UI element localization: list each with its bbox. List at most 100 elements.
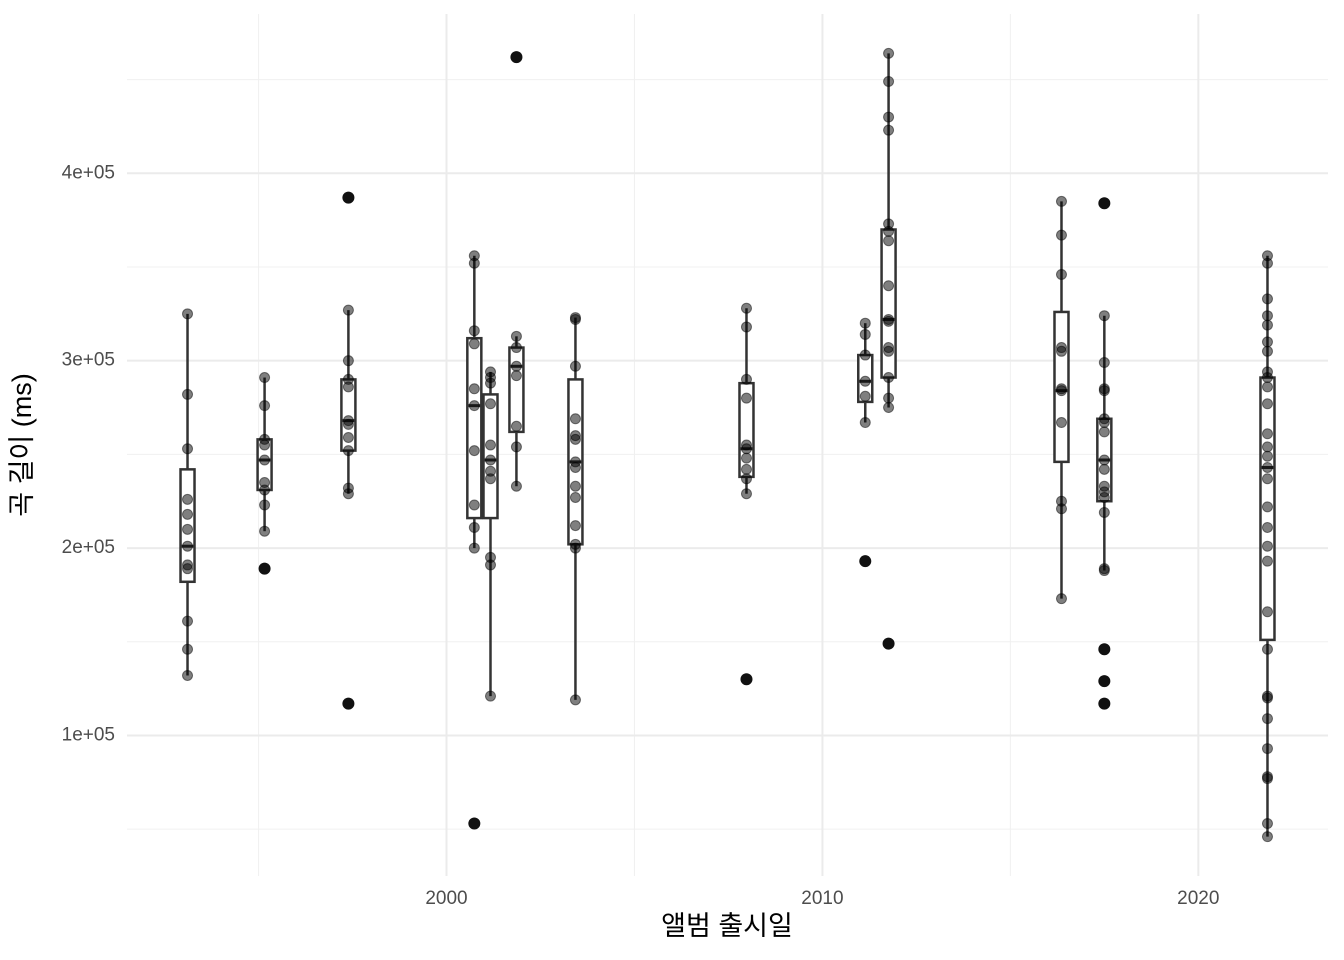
data-point (1261, 606, 1273, 618)
data-point (468, 257, 480, 269)
data-point (484, 454, 496, 466)
data-point (883, 111, 895, 123)
data-point (1098, 426, 1110, 438)
outlier (859, 555, 872, 568)
data-point (468, 542, 480, 554)
data-point (569, 433, 581, 445)
data-point (859, 417, 871, 429)
data-point (484, 559, 496, 571)
data-point (569, 694, 581, 706)
data-point (342, 432, 354, 444)
data-point (484, 439, 496, 451)
data-point (1261, 336, 1273, 348)
data-point (1055, 195, 1067, 207)
data-point (484, 473, 496, 485)
data-point (1261, 345, 1273, 357)
data-point (883, 47, 895, 59)
data-point (1261, 773, 1273, 785)
y-tick-label: 1e+05 (62, 724, 115, 745)
y-tick-label: 4e+05 (62, 162, 115, 183)
data-point (1098, 357, 1110, 369)
outlier (740, 673, 753, 686)
data-point (1261, 643, 1273, 655)
data-point (859, 349, 871, 361)
data-point (342, 488, 354, 500)
outlier (468, 817, 481, 830)
data-point (1098, 491, 1110, 503)
data-point (259, 484, 271, 496)
data-point (1261, 441, 1273, 453)
data-point (1261, 381, 1273, 393)
data-point (1098, 310, 1110, 322)
data-point (259, 439, 271, 451)
data-point (740, 473, 752, 485)
data-point (182, 308, 194, 320)
data-point (484, 377, 496, 389)
data-point (1098, 417, 1110, 429)
data-point (1261, 818, 1273, 830)
data-point (1261, 692, 1273, 704)
data-point (468, 338, 480, 350)
data-point (859, 328, 871, 340)
x-tick-label: 2010 (801, 888, 843, 909)
data-point (1261, 293, 1273, 305)
data-point (569, 313, 581, 325)
data-point (1261, 461, 1273, 473)
data-point (1261, 540, 1273, 552)
data-point (569, 413, 581, 425)
data-point (182, 563, 194, 575)
data-point (1098, 506, 1110, 518)
data-point (859, 317, 871, 329)
box (466, 336, 483, 520)
outlier (1098, 675, 1111, 688)
data-point (1261, 521, 1273, 533)
data-point (1055, 345, 1067, 357)
box (508, 346, 525, 434)
data-point (1055, 503, 1067, 515)
data-point (259, 499, 271, 511)
data-point (740, 321, 752, 333)
data-point (569, 360, 581, 372)
data-point (1098, 463, 1110, 475)
data-point (484, 690, 496, 702)
data-point (1261, 398, 1273, 410)
data-point (468, 325, 480, 337)
data-point (569, 520, 581, 532)
data-point (1261, 713, 1273, 725)
data-point (342, 355, 354, 367)
data-point (1098, 565, 1110, 577)
data-point (182, 508, 194, 520)
data-point (740, 302, 752, 314)
data-point (484, 398, 496, 410)
outlier (342, 697, 355, 710)
data-point (182, 669, 194, 681)
data-point (342, 304, 354, 316)
data-point (259, 400, 271, 412)
data-point (883, 75, 895, 87)
outlier (1098, 643, 1111, 656)
data-point (1261, 501, 1273, 513)
x-tick-label: 2000 (425, 888, 467, 909)
data-point (740, 392, 752, 404)
data-point (569, 480, 581, 492)
data-point (569, 461, 581, 473)
data-point (182, 540, 194, 552)
data-point (1261, 831, 1273, 843)
data-point (468, 521, 480, 533)
x-tick-label: 2020 (1177, 888, 1219, 909)
data-point (510, 420, 522, 432)
data-point (182, 388, 194, 400)
data-point (569, 542, 581, 554)
data-point (342, 418, 354, 430)
data-point (883, 402, 895, 414)
data-point (740, 443, 752, 455)
data-point (1261, 310, 1273, 322)
data-point (510, 370, 522, 382)
outlier (510, 51, 523, 64)
outlier (258, 562, 271, 575)
data-point (740, 452, 752, 464)
data-point (883, 392, 895, 404)
data-point (883, 280, 895, 292)
data-point (740, 373, 752, 385)
data-point (883, 315, 895, 327)
